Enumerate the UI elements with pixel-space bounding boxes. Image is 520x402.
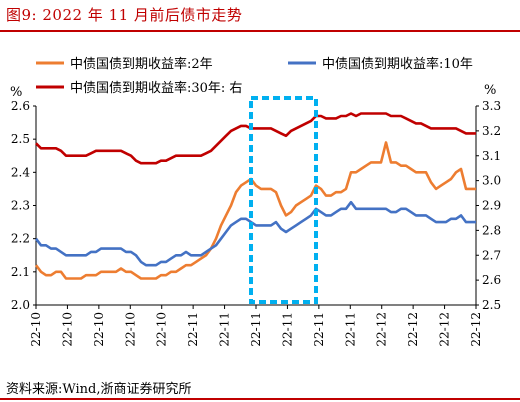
x-axis-ticks: 22-10 22-10 22-10 22-10 22-10 22-11 22-11 22-11… [29, 305, 483, 347]
x-tick-label: 22-10 [155, 312, 169, 347]
series-lines [34, 112, 476, 280]
right-axis-ticks: 2.5 2.6 2.7 2.8 2.9 3.0 3.1 3.2 3.3 [476, 99, 501, 312]
right-tick-label: 3.2 [482, 124, 501, 138]
plot-frame [35, 106, 477, 306]
right-axis-unit: % [484, 83, 496, 98]
right-tick-label: 3.0 [482, 174, 501, 188]
right-tick-label: 2.9 [482, 199, 501, 213]
source-note: 资料来源:Wind,浙商证券研究所 [6, 382, 192, 397]
bottom-divider [0, 398, 520, 400]
left-tick-label: 2.3 [11, 199, 30, 213]
x-tick-label: 22-10 [92, 312, 106, 347]
right-tick-label: 2.8 [482, 223, 501, 237]
left-tick-label: 2.2 [11, 232, 30, 246]
series-line-2y [34, 141, 476, 280]
right-tick-label: 2.5 [482, 298, 501, 312]
x-tick-label: 22-11 [280, 312, 294, 347]
right-tick-label: 3.3 [482, 99, 501, 113]
left-axis-unit: % [10, 85, 22, 100]
x-tick-label: 22-11 [218, 312, 232, 347]
left-tick-label: 2.1 [11, 265, 30, 279]
x-tick-label: 22-11 [343, 312, 357, 347]
legend-label-10y: 中债国债到期收益率:10年 [322, 56, 473, 72]
title-divider [0, 30, 520, 32]
right-tick-label: 2.7 [482, 248, 501, 262]
x-tick-label: 22-12 [438, 312, 452, 347]
left-tick-label: 2.4 [11, 165, 30, 179]
x-tick-label: 22-12 [469, 312, 483, 347]
right-tick-label: 3.1 [482, 149, 501, 163]
legend-label-30y: 中债国债到期收益率:30年: 右 [70, 80, 242, 96]
series-line-10y [34, 200, 476, 267]
x-tick-label: 22-10 [123, 312, 137, 347]
x-tick-label: 22-11 [249, 312, 263, 347]
legend-label-2y: 中债国债到期收益率:2年 [70, 56, 213, 72]
legend: 中债国债到期收益率:2年 中债国债到期收益率:10年 中债国债到期收益率:30年… [36, 56, 473, 96]
bond-yield-chart: 中债国债到期收益率:2年 中债国债到期收益率:10年 中债国债到期收益率:30年… [10, 56, 501, 347]
left-tick-label: 2.6 [11, 99, 30, 113]
left-axis-ticks: 2.0 2.1 2.2 2.3 2.4 2.5 2.6 [11, 99, 36, 312]
series-line-30y [35, 112, 476, 165]
right-tick-label: 2.6 [482, 273, 501, 287]
x-tick-label: 22-12 [375, 312, 389, 347]
x-tick-label: 22-10 [60, 312, 74, 347]
x-tick-label: 22-10 [29, 312, 43, 347]
left-tick-label: 2.0 [11, 298, 30, 312]
figure-title: 图9: 2022 年 11 月前后债市走势 [6, 6, 243, 24]
x-tick-label: 22-11 [186, 312, 200, 347]
x-tick-label: 22-11 [312, 312, 326, 347]
highlight-box [249, 96, 318, 304]
x-tick-label: 22-12 [406, 312, 420, 347]
left-tick-label: 2.5 [11, 132, 30, 146]
